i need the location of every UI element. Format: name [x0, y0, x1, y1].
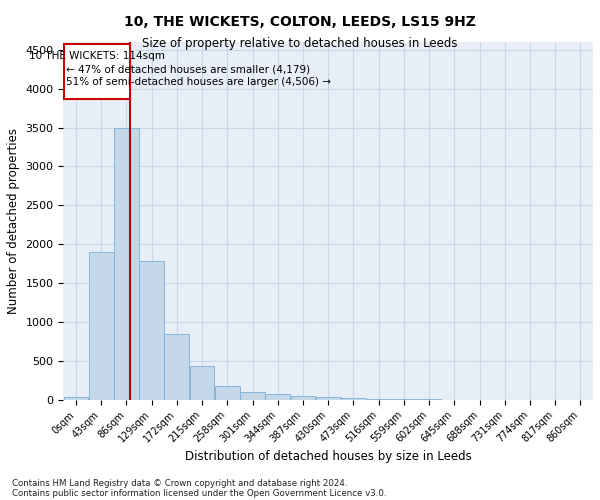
Bar [114, 128, 139, 400]
Bar [316, 397, 341, 400]
Text: Size of property relative to detached houses in Leeds: Size of property relative to detached ho… [142, 38, 458, 51]
Bar [64, 397, 88, 400]
X-axis label: Distribution of detached houses by size in Leeds: Distribution of detached houses by size … [185, 450, 472, 463]
Bar [366, 398, 391, 400]
Text: 10 THE WICKETS: 114sqm: 10 THE WICKETS: 114sqm [29, 52, 165, 62]
Bar [392, 399, 416, 400]
Y-axis label: Number of detached properties: Number of detached properties [7, 128, 20, 314]
Bar [265, 394, 290, 400]
Bar [190, 366, 214, 400]
Text: 10, THE WICKETS, COLTON, LEEDS, LS15 9HZ: 10, THE WICKETS, COLTON, LEEDS, LS15 9HZ [124, 15, 476, 29]
Bar [290, 396, 316, 400]
Text: 51% of semi-detached houses are larger (4,506) →: 51% of semi-detached houses are larger (… [67, 77, 331, 87]
Text: ← 47% of detached houses are smaller (4,179): ← 47% of detached houses are smaller (4,… [67, 64, 310, 74]
Bar [164, 334, 189, 400]
Text: Contains HM Land Registry data © Crown copyright and database right 2024.: Contains HM Land Registry data © Crown c… [12, 478, 347, 488]
Bar [240, 392, 265, 400]
Bar [215, 386, 239, 400]
FancyBboxPatch shape [64, 44, 130, 98]
Bar [139, 262, 164, 400]
Text: Contains public sector information licensed under the Open Government Licence v3: Contains public sector information licen… [12, 488, 386, 498]
Bar [89, 252, 113, 400]
Bar [341, 398, 366, 400]
Title: 10, THE WICKETS, COLTON, LEEDS, LS15 9HZ
Size of property relative to detached h: 10, THE WICKETS, COLTON, LEEDS, LS15 9HZ… [0, 499, 1, 500]
